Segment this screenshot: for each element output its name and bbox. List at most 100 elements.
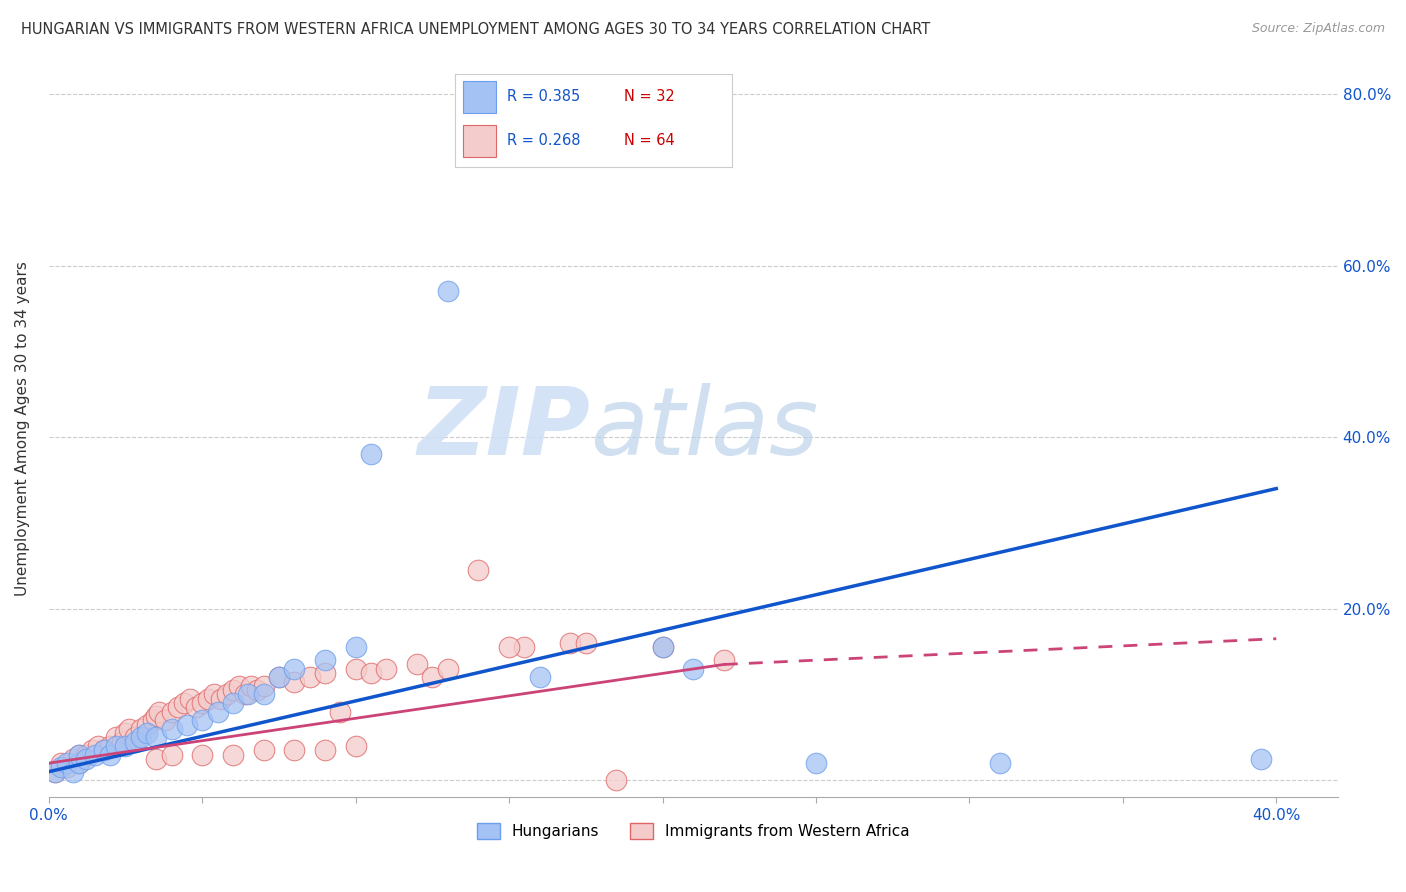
- Point: [145, 731, 167, 745]
- Point: [344, 662, 367, 676]
- Point: [283, 743, 305, 757]
- Point: [80, 743, 103, 757]
- Point: [75, 747, 97, 762]
- Point: [93, 743, 115, 757]
- Point: [62, 752, 84, 766]
- Point: [176, 717, 198, 731]
- Point: [651, 640, 673, 655]
- Point: [148, 705, 170, 719]
- Point: [267, 670, 290, 684]
- Point: [204, 688, 226, 702]
- Point: [75, 752, 97, 766]
- Point: [44, 764, 66, 779]
- Text: atlas: atlas: [591, 383, 818, 474]
- Point: [67, 747, 90, 762]
- Point: [44, 764, 66, 779]
- Point: [114, 739, 136, 753]
- Point: [605, 773, 627, 788]
- Point: [160, 722, 183, 736]
- Point: [191, 713, 214, 727]
- Point: [105, 739, 128, 753]
- Point: [283, 662, 305, 676]
- Point: [713, 653, 735, 667]
- Point: [222, 747, 245, 762]
- Point: [49, 756, 72, 771]
- Point: [298, 670, 321, 684]
- Point: [145, 752, 167, 766]
- Point: [129, 722, 152, 736]
- Point: [651, 640, 673, 655]
- Point: [114, 726, 136, 740]
- Point: [252, 688, 274, 702]
- Point: [160, 747, 183, 762]
- Point: [184, 700, 207, 714]
- Point: [498, 640, 520, 655]
- Point: [228, 679, 250, 693]
- Point: [124, 734, 146, 748]
- Point: [215, 688, 238, 702]
- Point: [124, 731, 146, 745]
- Point: [98, 747, 121, 762]
- Point: [314, 743, 336, 757]
- Point: [406, 657, 429, 672]
- Point: [160, 705, 183, 719]
- Point: [98, 739, 121, 753]
- Point: [117, 722, 139, 736]
- Point: [360, 447, 382, 461]
- Point: [344, 739, 367, 753]
- Point: [136, 717, 159, 731]
- Point: [375, 662, 398, 676]
- Text: HUNGARIAN VS IMMIGRANTS FROM WESTERN AFRICA UNEMPLOYMENT AMONG AGES 30 TO 34 YEA: HUNGARIAN VS IMMIGRANTS FROM WESTERN AFR…: [21, 22, 931, 37]
- Point: [988, 756, 1011, 771]
- Point: [252, 679, 274, 693]
- Point: [83, 747, 105, 762]
- Point: [804, 756, 827, 771]
- Point: [1250, 752, 1272, 766]
- Point: [314, 666, 336, 681]
- Point: [209, 691, 232, 706]
- Point: [222, 683, 245, 698]
- Legend: Hungarians, Immigrants from Western Africa: Hungarians, Immigrants from Western Afri…: [471, 817, 915, 845]
- Point: [179, 691, 201, 706]
- Point: [142, 713, 165, 727]
- Text: ZIP: ZIP: [418, 383, 591, 475]
- Point: [191, 747, 214, 762]
- Point: [560, 636, 582, 650]
- Point: [360, 666, 382, 681]
- Point: [329, 705, 352, 719]
- Point: [67, 747, 90, 762]
- Point: [67, 756, 90, 771]
- Text: Source: ZipAtlas.com: Source: ZipAtlas.com: [1251, 22, 1385, 36]
- Point: [436, 662, 458, 676]
- Point: [56, 756, 79, 771]
- Point: [49, 760, 72, 774]
- Point: [207, 705, 229, 719]
- Point: [93, 743, 115, 757]
- Point: [529, 670, 551, 684]
- Point: [314, 653, 336, 667]
- Point: [240, 679, 263, 693]
- Point: [136, 726, 159, 740]
- Point: [252, 743, 274, 757]
- Point: [87, 739, 110, 753]
- Point: [56, 760, 79, 774]
- Point: [191, 696, 214, 710]
- Point: [62, 764, 84, 779]
- Point: [422, 670, 444, 684]
- Point: [222, 696, 245, 710]
- Y-axis label: Unemployment Among Ages 30 to 34 years: Unemployment Among Ages 30 to 34 years: [15, 261, 30, 596]
- Point: [67, 756, 90, 771]
- Point: [344, 640, 367, 655]
- Point: [467, 563, 489, 577]
- Point: [238, 688, 260, 702]
- Point: [283, 674, 305, 689]
- Point: [173, 696, 195, 710]
- Point: [682, 662, 704, 676]
- Point: [111, 734, 134, 748]
- Point: [513, 147, 536, 161]
- Point: [166, 700, 188, 714]
- Point: [246, 683, 269, 698]
- Point: [129, 731, 152, 745]
- Point: [575, 636, 598, 650]
- Point: [145, 709, 167, 723]
